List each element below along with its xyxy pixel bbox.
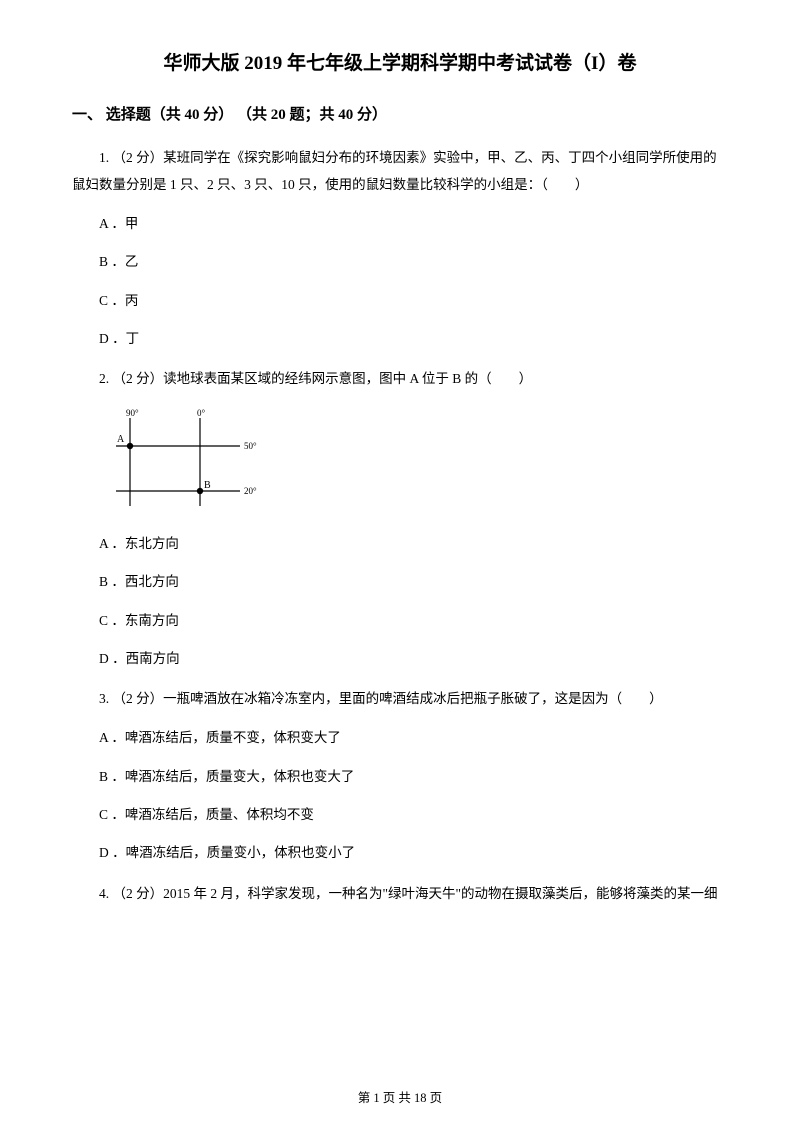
q2-diagram: 90° 0° 50° 20° A B xyxy=(100,406,280,516)
lbl-0: 0° xyxy=(197,408,206,418)
q1-option-c: C ．丙 xyxy=(72,289,728,313)
q2-option-c: C ．东南方向 xyxy=(72,609,728,633)
q3-option-b: B ．啤酒冻结后，质量变大，体积也变大了 xyxy=(72,765,728,789)
lbl-A: A xyxy=(117,434,125,445)
q2-option-b: B ．西北方向 xyxy=(72,570,728,594)
q1-option-a: A ．甲 xyxy=(72,212,728,236)
section-header: 一、 选择题（共 40 分） （共 20 题；共 40 分） xyxy=(72,103,728,124)
q2-option-a: A ．东北方向 xyxy=(72,532,728,556)
q1-option-b: B ．乙 xyxy=(72,250,728,274)
q2-stem: 2. （2 分）读地球表面某区域的经纬网示意图，图中 A 位于 B 的（ ） xyxy=(72,365,728,392)
lbl-90: 90° xyxy=(126,408,139,418)
lbl-B: B xyxy=(204,480,211,491)
lbl-20: 20° xyxy=(244,486,257,496)
q3-option-c: C ．啤酒冻结后，质量、体积均不变 xyxy=(72,803,728,827)
page-footer: 第 1 页 共 18 页 xyxy=(0,1087,800,1106)
q4-stem: 4. （2 分）2015 年 2 月，科学家发现，一种名为"绿叶海天牛"的动物在… xyxy=(72,880,728,907)
q3-stem: 3. （2 分）一瓶啤酒放在冰箱冷冻室内，里面的啤酒结成冰后把瓶子胀破了，这是因… xyxy=(72,685,728,712)
q3-option-d: D ．啤酒冻结后，质量变小，体积也变小了 xyxy=(72,841,728,865)
q1-option-d: D ．丁 xyxy=(72,327,728,351)
lbl-50: 50° xyxy=(244,441,257,451)
q1-stem: 1. （2 分）某班同学在《探究影响鼠妇分布的环境因素》实验中，甲、乙、丙、丁四… xyxy=(72,144,728,198)
q3-option-a: A ．啤酒冻结后，质量不变，体积变大了 xyxy=(72,726,728,750)
q2-option-d: D ．西南方向 xyxy=(72,647,728,671)
page-title: 华师大版 2019 年七年级上学期科学期中考试试卷（I）卷 xyxy=(72,48,728,75)
